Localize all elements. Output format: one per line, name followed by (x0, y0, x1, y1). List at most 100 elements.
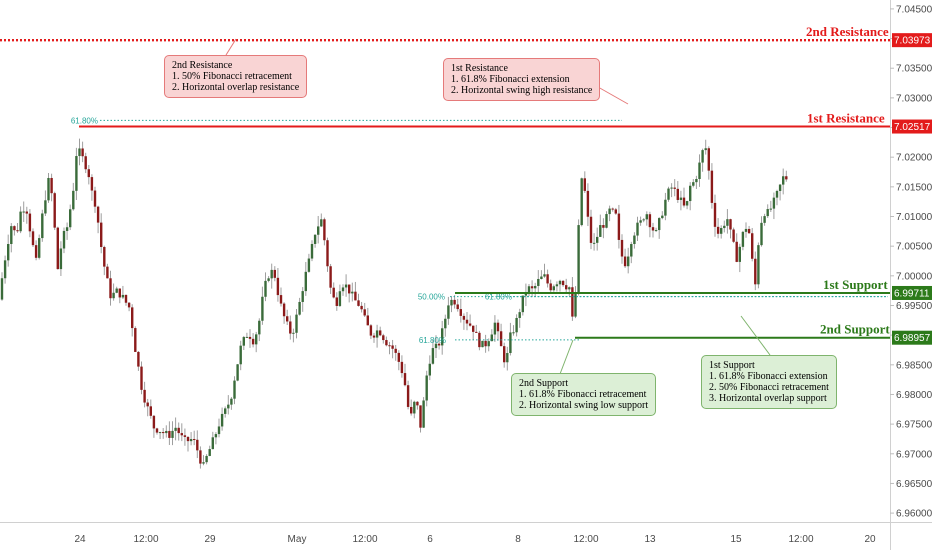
candle-body (258, 320, 261, 335)
candle-body (230, 398, 233, 405)
candle-body (732, 229, 735, 242)
fib-label: 61.80% (419, 336, 446, 345)
candle-body (676, 188, 679, 200)
candle-body (778, 184, 782, 191)
candle-body (565, 285, 568, 290)
candle-body (301, 291, 304, 302)
fib-label: 61.80% (485, 293, 512, 302)
candle-body (317, 226, 320, 235)
candle-body (698, 162, 701, 179)
candle-body (273, 269, 276, 278)
candle-body (710, 170, 714, 203)
time-axis[interactable]: 24 12:00 29 May 12:00 6 8 12:00 13 15 12:00 20 (0, 522, 932, 546)
candle-body (251, 338, 255, 345)
candle-body (484, 340, 487, 347)
callout-line: 2. Horizontal overlap resistance (172, 82, 300, 93)
price-axis[interactable]: 7.045007.040007.035007.030007.025007.020… (890, 0, 932, 550)
callout-pointer (597, 86, 629, 105)
candle-body (127, 302, 131, 308)
level-lines[interactable]: 2nd Resistance 1st Resistance 1st Support 2… (0, 24, 890, 339)
y-tick-label: 6.99500 (896, 301, 932, 312)
candle-body (518, 312, 521, 318)
candle-body (134, 328, 137, 352)
candle-body (372, 335, 376, 338)
candle-body (146, 402, 149, 407)
candle-body (670, 187, 673, 189)
candle-body (524, 292, 528, 296)
candle-body (735, 241, 738, 262)
x-tick-label: 12:00 (788, 534, 813, 545)
candle-body (775, 190, 779, 198)
candle-body (34, 245, 38, 258)
candle-body (437, 343, 441, 346)
candle-body (400, 361, 404, 374)
candle-body (416, 401, 419, 406)
candle-body (28, 213, 32, 232)
candle-body (633, 235, 636, 245)
candle-body (608, 208, 611, 215)
candle-body (3, 260, 7, 279)
y-tick-label: 6.97000 (896, 449, 932, 460)
candle-body (453, 299, 456, 305)
candle-body (100, 222, 103, 247)
y-tick-label: 7.04500 (896, 4, 932, 15)
candle-body (379, 330, 382, 336)
callout-2nd-resistance: 2nd Resistance 1. 50% Fibonacci retracem… (164, 55, 308, 98)
candle-body (103, 246, 106, 267)
candle-body (658, 218, 661, 231)
candle-body (338, 291, 342, 306)
callout-line: 3. Horizontal overlap support (709, 393, 827, 404)
candle-body (639, 220, 642, 223)
candle-body (462, 315, 466, 320)
candle-body (369, 325, 373, 336)
candle-body (527, 286, 531, 293)
candle-body (72, 190, 75, 210)
fib-label: 61.80% (71, 116, 98, 125)
candle-body (459, 309, 462, 316)
fib-label: 50.00% (418, 293, 445, 302)
candle-body (214, 434, 218, 438)
candle-body (363, 309, 366, 316)
candle-body (220, 413, 224, 427)
candle-body (515, 317, 518, 333)
candle-body (738, 246, 741, 262)
y-tick-label: 7.01500 (896, 182, 932, 193)
candle-body (599, 225, 602, 237)
x-tick-label: 6 (427, 534, 433, 545)
candle-body (568, 287, 571, 290)
candle-body (242, 337, 245, 346)
candle-body (329, 266, 332, 288)
candle-body (186, 436, 190, 442)
candle-body (279, 295, 283, 304)
candle-body (177, 427, 180, 434)
price-tag-text-r2: 7.03973 (894, 36, 931, 47)
candle-body (481, 340, 484, 348)
y-tick-label: 7.03500 (896, 64, 932, 75)
candle-body (720, 228, 723, 234)
candle-body (627, 256, 630, 267)
candle-body (434, 343, 438, 349)
candle-body (332, 287, 335, 298)
candle-body (56, 227, 59, 270)
candle-body (196, 439, 199, 451)
candle-body (614, 209, 617, 214)
candle-body (478, 332, 481, 348)
candle-body (413, 401, 416, 414)
candle-body (506, 353, 509, 363)
candle-body (118, 288, 121, 298)
candle-body (366, 315, 369, 326)
candle-body (41, 213, 44, 239)
candle-body (320, 219, 323, 227)
candle-body (155, 428, 159, 433)
callout-pointers (225, 38, 771, 375)
candle-body (44, 200, 47, 214)
candle-body (47, 177, 50, 201)
x-tick-label: 12:00 (133, 534, 158, 545)
candle-body (561, 280, 565, 286)
candle-body (292, 332, 295, 334)
candle-body (245, 336, 249, 338)
candle-body (729, 219, 732, 230)
candle-body (264, 280, 267, 297)
fibonacci-lines: 61.80% 50.00% 61.80% 61.80% (71, 116, 888, 345)
